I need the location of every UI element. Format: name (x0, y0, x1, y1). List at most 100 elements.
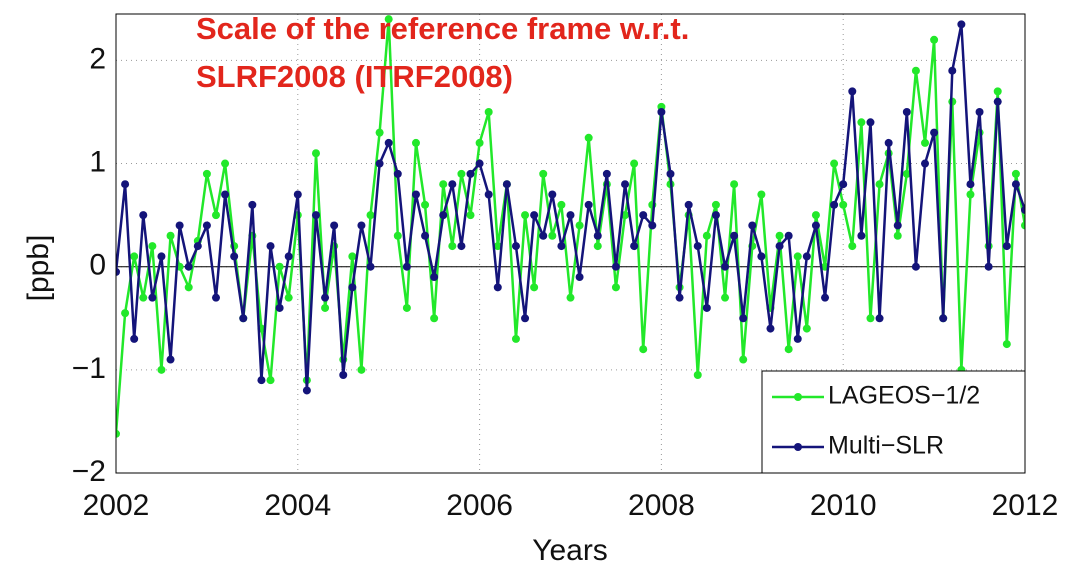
data-point (702, 303, 711, 312)
data-point (457, 242, 466, 251)
data-point (211, 293, 220, 302)
y-tick-label: 2 (89, 42, 106, 75)
data-point (430, 314, 439, 323)
data-point (116, 429, 120, 438)
data-point (484, 190, 493, 199)
data-point (321, 303, 330, 312)
data-point (575, 221, 584, 230)
data-point (284, 252, 293, 261)
data-point (1011, 180, 1020, 189)
data-point (611, 262, 620, 271)
data-point (493, 283, 502, 292)
data-point (121, 309, 130, 318)
data-point (384, 138, 393, 147)
data-point (630, 242, 639, 251)
data-point (375, 159, 384, 168)
data-point (439, 180, 448, 189)
data-point (957, 20, 966, 29)
data-point (1011, 169, 1020, 178)
data-point (639, 211, 648, 220)
data-point (302, 386, 311, 395)
data-point (611, 283, 620, 292)
data-point (757, 190, 766, 199)
data-point (802, 324, 811, 333)
data-point (130, 252, 139, 261)
data-point (348, 252, 357, 261)
data-point (902, 169, 911, 178)
data-point (857, 118, 866, 127)
data-point (893, 231, 902, 240)
y-tick-label: −1 (72, 352, 106, 385)
series-group (116, 15, 1025, 438)
data-point (675, 293, 684, 302)
x-tick-label: 2002 (83, 489, 150, 522)
data-point (221, 159, 230, 168)
data-point (830, 200, 839, 209)
data-point (621, 180, 630, 189)
data-point (521, 211, 530, 220)
x-tick-label: 2006 (446, 489, 513, 522)
data-point (475, 159, 484, 168)
y-tick-label: 1 (89, 145, 106, 178)
data-point (548, 190, 557, 199)
data-point (430, 273, 439, 282)
data-point (966, 190, 975, 199)
data-point (557, 242, 566, 251)
data-point (157, 252, 166, 261)
data-point (848, 87, 857, 96)
data-point (293, 190, 302, 199)
legend-marker (794, 393, 802, 401)
data-point (930, 35, 939, 44)
data-point (821, 293, 830, 302)
data-point (357, 221, 366, 230)
chart-title: SLRF2008 (ITRF2008) (196, 59, 513, 94)
data-point (866, 314, 875, 323)
data-point (866, 118, 875, 127)
data-point (321, 293, 330, 302)
data-point (630, 159, 639, 168)
data-point (230, 252, 239, 261)
data-point (721, 262, 730, 271)
data-point (366, 211, 375, 220)
data-point (1002, 242, 1011, 251)
data-point (693, 242, 702, 251)
data-point (1021, 221, 1025, 230)
data-point (993, 87, 1002, 96)
data-point (784, 231, 793, 240)
legend-label: Multi−SLR (828, 432, 944, 460)
data-point (484, 107, 493, 116)
data-point (648, 221, 657, 230)
data-point (239, 314, 248, 323)
data-point (548, 231, 557, 240)
chart-title: Scale of the reference frame w.r.t. (196, 11, 689, 46)
data-point (339, 371, 348, 380)
data-point (975, 107, 984, 116)
data-point (521, 314, 530, 323)
data-point (784, 345, 793, 354)
data-point (121, 180, 130, 189)
data-point (511, 242, 520, 251)
data-point (802, 252, 811, 261)
data-point (775, 231, 784, 240)
data-point (893, 221, 902, 230)
data-point (421, 200, 430, 209)
data-point (757, 252, 766, 261)
data-point (948, 66, 957, 75)
y-tick-label: −2 (72, 455, 106, 488)
data-point (466, 211, 475, 220)
data-point (148, 293, 157, 302)
data-point (130, 334, 139, 343)
data-point (584, 133, 593, 142)
data-point (502, 180, 511, 189)
data-point (384, 15, 393, 24)
data-point (202, 221, 211, 230)
data-point (575, 273, 584, 282)
data-point (257, 376, 266, 385)
data-point (402, 262, 411, 271)
x-tick-label: 2008 (628, 489, 695, 522)
data-point (593, 231, 602, 240)
data-point (116, 267, 120, 276)
data-point (311, 149, 320, 158)
data-point (711, 200, 720, 209)
data-point (884, 138, 893, 147)
